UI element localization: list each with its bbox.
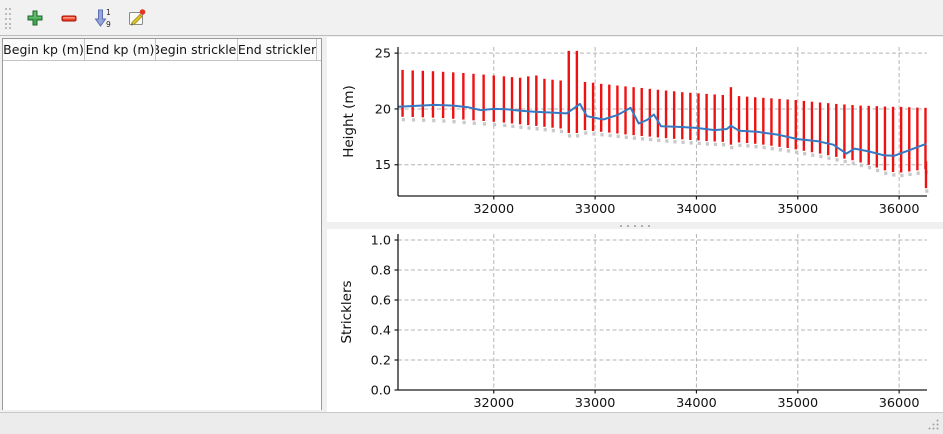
status-bar	[0, 412, 943, 434]
svg-text:33000: 33000	[575, 202, 616, 217]
sort-number-9: 9	[106, 20, 111, 28]
sort-button[interactable]: 1 9	[90, 5, 116, 31]
edit-button[interactable]	[124, 5, 150, 31]
stricklers-chart: 32000 33000 34000 35000 36000 0.0 0.2 0.4 0.6 0.8…	[339, 234, 927, 411]
svg-text:35000: 35000	[777, 396, 818, 411]
column-header-begin-kp[interactable]: Begin kp (m)	[3, 39, 85, 60]
sort-ascending-icon: 1 9	[94, 8, 111, 28]
svg-text:0.2: 0.2	[371, 354, 391, 369]
column-header-end-strickler[interactable]: End strickler	[238, 39, 317, 60]
svg-text:0.0: 0.0	[371, 384, 391, 399]
svg-text:34000: 34000	[676, 396, 717, 411]
edit-icon	[129, 8, 146, 26]
toolbar-drag-handle-icon[interactable]	[4, 6, 12, 30]
height-chart: 32000 33000 34000 35000 36000 15 20 25 Height (m…	[341, 47, 929, 217]
svg-text:20: 20	[375, 102, 391, 117]
column-header-filler	[317, 39, 321, 60]
svg-text:25: 25	[375, 47, 391, 62]
sort-number-1: 1	[106, 8, 111, 17]
svg-text:0.4: 0.4	[371, 324, 391, 339]
svg-text:Height (m): Height (m)	[341, 85, 357, 158]
svg-text:Stricklers: Stricklers	[339, 280, 355, 343]
svg-text:35000: 35000	[777, 202, 818, 217]
add-icon	[27, 10, 43, 25]
svg-text:15: 15	[375, 158, 391, 173]
remove-button[interactable]	[56, 5, 82, 31]
chart-panel: 32000 33000 34000 35000 36000 15 20 25 Height (m…	[327, 37, 943, 412]
chart-splitter-handle[interactable]	[327, 222, 943, 229]
svg-text:32000: 32000	[473, 202, 514, 217]
table-header: Begin kp (m) End kp (m) Begin strickler …	[3, 39, 321, 61]
svg-text:1.0: 1.0	[371, 234, 391, 249]
svg-text:32000: 32000	[473, 396, 514, 411]
svg-text:0.6: 0.6	[371, 294, 391, 309]
resize-grip-icon[interactable]	[927, 418, 940, 431]
svg-text:36000: 36000	[879, 202, 920, 217]
table-body-empty[interactable]	[3, 61, 321, 410]
svg-text:33000: 33000	[575, 396, 616, 411]
toolbar: 1 9	[0, 0, 943, 36]
add-button[interactable]	[22, 5, 48, 31]
column-header-end-kp[interactable]: End kp (m)	[85, 39, 156, 60]
stricklers-table: Begin kp (m) End kp (m) Begin strickler …	[2, 38, 322, 410]
svg-text:36000: 36000	[879, 396, 920, 411]
svg-text:34000: 34000	[676, 202, 717, 217]
column-header-begin-strickler[interactable]: Begin strickler	[156, 39, 238, 60]
remove-icon	[61, 15, 77, 21]
svg-text:0.8: 0.8	[371, 264, 391, 279]
